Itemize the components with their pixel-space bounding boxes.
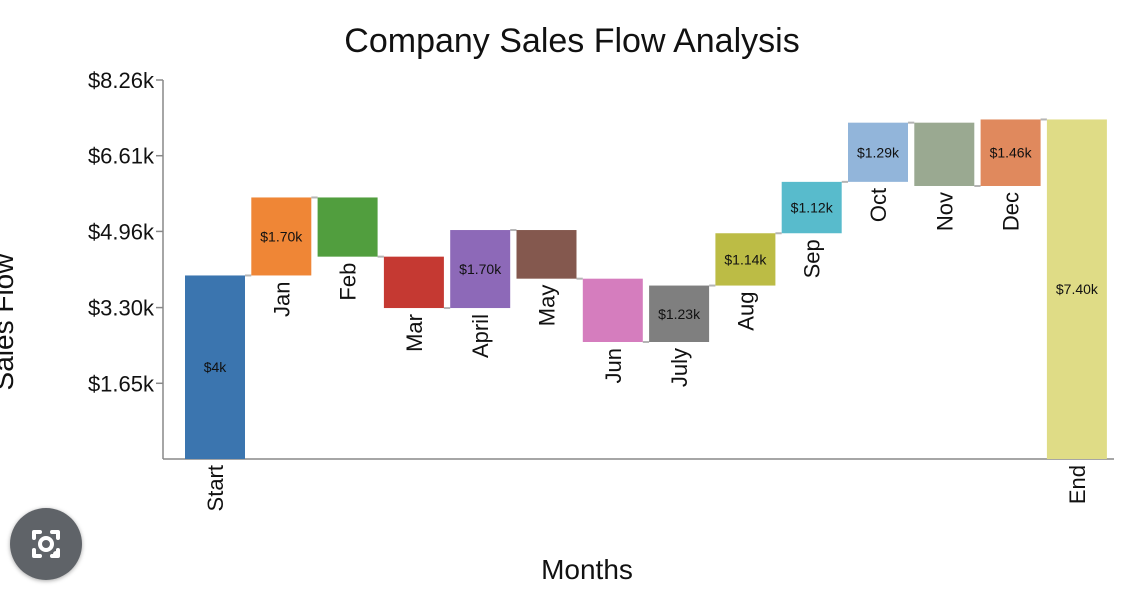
category-label: Sep xyxy=(800,239,825,278)
y-tick-label: $4.96k xyxy=(88,219,155,244)
data-label: $1.23k xyxy=(658,306,701,322)
category-label: End xyxy=(1065,465,1090,504)
y-axis-title: Sales Flow xyxy=(0,253,19,391)
y-tick-label: $1.65k xyxy=(88,371,155,396)
category-label: April xyxy=(468,314,493,358)
data-label: $1.14k xyxy=(724,251,767,267)
data-label: $7.40k xyxy=(1056,281,1099,297)
google-lens-camera-icon xyxy=(10,508,82,580)
category-label: July xyxy=(667,348,692,387)
x-axis-title: Months xyxy=(541,554,633,585)
bar-feb xyxy=(318,197,378,256)
bar-nov xyxy=(914,123,974,186)
category-label: Start xyxy=(203,465,228,511)
category-label: Jun xyxy=(601,348,626,383)
chart-title: Company Sales Flow Analysis xyxy=(344,22,799,60)
bar-may xyxy=(517,230,577,279)
y-tick-label: $3.30k xyxy=(88,296,155,321)
bar-mar xyxy=(384,257,444,308)
bar-jun xyxy=(583,279,643,342)
category-label: Mar xyxy=(402,314,427,352)
y-tick-label: $8.26k xyxy=(88,68,155,93)
bar-series xyxy=(185,119,1107,459)
y-tick-label: $6.61k xyxy=(88,144,155,169)
google-lens-button[interactable] xyxy=(10,508,82,580)
data-label: $4k xyxy=(204,359,228,375)
category-label: Nov xyxy=(932,192,957,231)
data-label: $1.70k xyxy=(459,261,502,277)
category-label: Aug xyxy=(733,292,758,331)
category-label: Dec xyxy=(999,192,1024,231)
category-label: May xyxy=(535,285,560,327)
y-axis: $8.26k $6.61k $4.96k $3.30k $1.65k xyxy=(88,68,163,459)
category-label: Feb xyxy=(336,263,361,301)
category-label: Jan xyxy=(269,281,294,316)
data-label: $1.29k xyxy=(857,144,900,160)
data-label: $1.46k xyxy=(990,145,1033,161)
category-label: Oct xyxy=(866,188,891,222)
data-label: $1.70k xyxy=(260,228,303,244)
data-label: $1.12k xyxy=(791,200,834,216)
